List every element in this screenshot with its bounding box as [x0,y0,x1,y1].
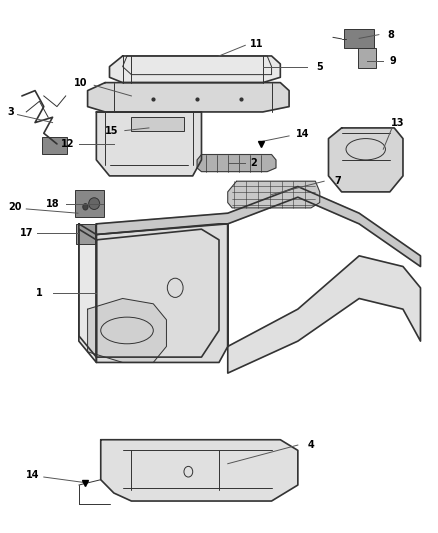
FancyBboxPatch shape [42,137,67,154]
Polygon shape [79,229,96,357]
Polygon shape [96,224,228,362]
Polygon shape [79,224,96,362]
Polygon shape [88,83,289,112]
Text: 20: 20 [9,202,22,212]
FancyBboxPatch shape [358,48,376,68]
Ellipse shape [83,204,88,210]
FancyBboxPatch shape [131,117,184,131]
Ellipse shape [88,198,99,209]
Text: 15: 15 [105,126,118,135]
Polygon shape [110,56,280,83]
Text: 14: 14 [296,130,309,139]
FancyBboxPatch shape [76,224,95,244]
Polygon shape [228,181,320,208]
FancyBboxPatch shape [344,29,374,48]
Polygon shape [328,128,403,192]
Text: 3: 3 [7,107,14,117]
Text: 2: 2 [251,158,258,167]
Text: 17: 17 [20,229,33,238]
Polygon shape [96,187,420,266]
Text: 18: 18 [46,199,60,209]
Text: 7: 7 [334,176,341,186]
Text: 9: 9 [390,56,397,66]
Polygon shape [96,229,219,357]
Text: 12: 12 [61,139,74,149]
Text: 5: 5 [316,62,323,71]
Text: 10: 10 [74,78,88,87]
Polygon shape [88,298,166,362]
Text: 11: 11 [250,39,263,49]
Polygon shape [101,440,298,501]
Polygon shape [228,224,420,373]
FancyBboxPatch shape [75,190,104,217]
Polygon shape [197,155,276,172]
Text: 1: 1 [36,288,43,298]
Text: 14: 14 [26,471,39,480]
Text: 13: 13 [391,118,404,127]
Polygon shape [96,112,201,176]
Text: 8: 8 [388,30,395,39]
Text: 4: 4 [307,440,314,450]
